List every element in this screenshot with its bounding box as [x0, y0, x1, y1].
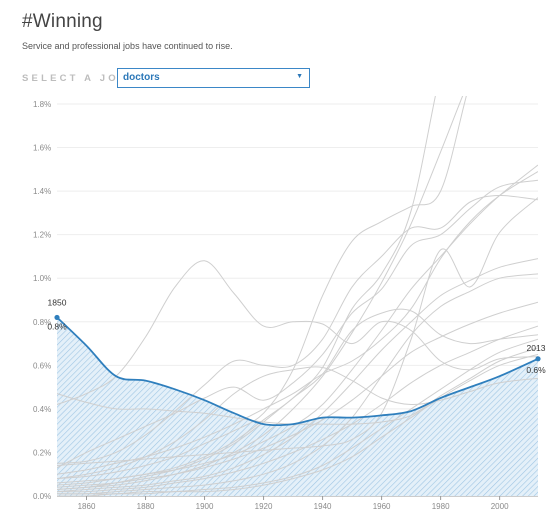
x-tick-label: 1980 [432, 502, 450, 511]
y-tick-label: 0.4% [33, 405, 51, 414]
job-select-label: SELECT A JOB: [22, 73, 136, 84]
highlight-area-fill [57, 317, 538, 496]
x-tick-label: 1960 [373, 502, 391, 511]
y-axis: 0.0% 0.2% 0.4% 0.6% 0.8% 1.0% 1.2% 1.4% 1.6% 1.8% [33, 100, 51, 501]
series-line[interactable] [57, 258, 538, 493]
y-tick-label: 1.8% [33, 100, 51, 109]
series-line[interactable] [57, 301, 538, 488]
grid-lines [57, 103, 538, 497]
start-year-label: 1850 [48, 297, 67, 307]
y-tick-label: 1.6% [33, 144, 51, 153]
highlight-series [54, 314, 541, 427]
x-tick-label: 2000 [491, 502, 509, 511]
chevron-down-icon: ▼ [296, 73, 303, 80]
end-point [535, 356, 541, 362]
x-tick-label: 1860 [78, 502, 96, 511]
series-line[interactable] [57, 273, 538, 495]
job-select-value: doctors [123, 72, 160, 83]
series-line[interactable] [57, 0, 538, 490]
series-line[interactable] [57, 0, 538, 480]
series-line[interactable] [57, 338, 538, 495]
y-tick-label: 1.2% [33, 231, 51, 240]
y-tick-label: 0.0% [33, 492, 51, 501]
x-axis: 1860 1880 1900 1920 1940 1960 1980 2000 [57, 495, 538, 511]
x-tick-label: 1900 [196, 502, 214, 511]
page-subtitle: Service and professional jobs have conti… [22, 41, 233, 51]
x-tick-label: 1940 [314, 502, 332, 511]
y-tick-label: 0.2% [33, 448, 51, 457]
series-line[interactable] [57, 308, 538, 490]
series-line[interactable] [57, 366, 538, 480]
start-value-label: 0.8% [47, 321, 67, 331]
end-value-label: 0.6% [526, 365, 546, 375]
job-select-dropdown[interactable]: doctors ▼ [117, 68, 310, 88]
endpoint-labels: 1850 0.8% 2013 0.6% [47, 297, 546, 374]
x-tick-label: 1880 [137, 502, 155, 511]
series-line[interactable] [57, 194, 538, 464]
series-line[interactable] [57, 179, 538, 469]
series-line[interactable] [57, 197, 538, 466]
page-title: #Winning [22, 11, 103, 32]
y-tick-label: 0.6% [33, 361, 51, 370]
series-line[interactable] [57, 164, 538, 484]
end-year-label: 2013 [527, 343, 546, 353]
y-tick-label: 1.0% [33, 274, 51, 283]
y-tick-label: 1.4% [33, 187, 51, 196]
series-line[interactable] [57, 260, 538, 405]
y-tick-label: 0.8% [33, 318, 51, 327]
start-point [54, 314, 60, 321]
highlight-line[interactable] [56, 316, 539, 427]
series-line[interactable] [57, 353, 538, 496]
x-tick-label: 1920 [255, 502, 273, 511]
highlight-area [57, 317, 538, 496]
series-line[interactable] [57, 325, 538, 493]
